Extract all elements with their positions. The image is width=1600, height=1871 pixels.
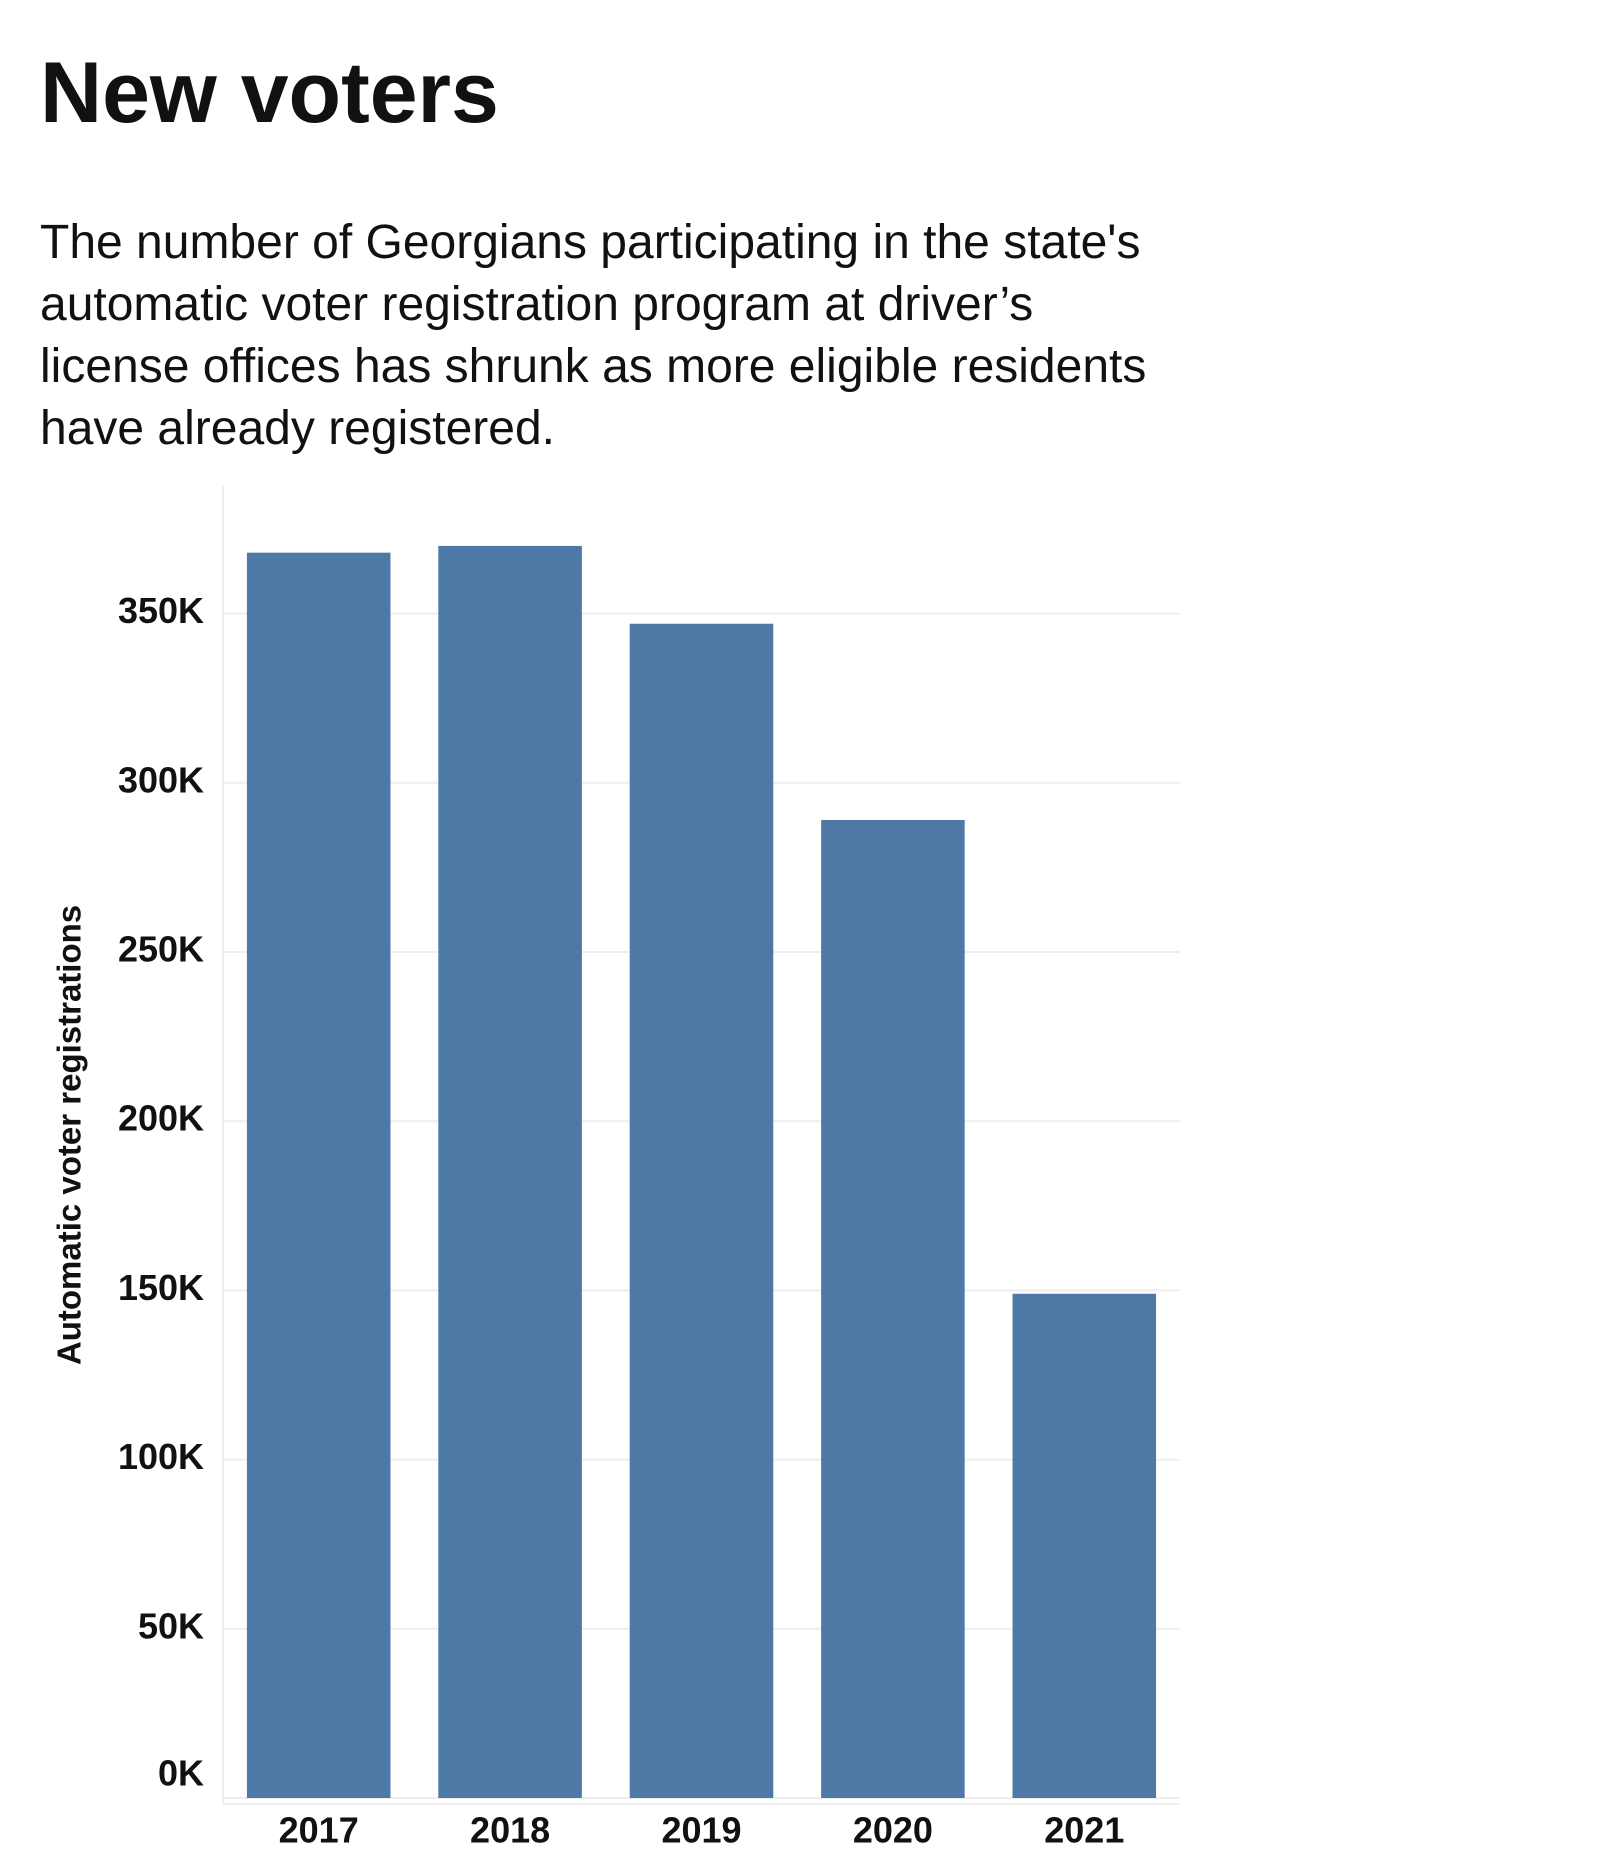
x-tick-label: 2019 (661, 1810, 741, 1851)
x-tick-label: 2020 (853, 1810, 933, 1851)
y-tick-label: 200K (118, 1098, 204, 1139)
y-tick-label: 0K (158, 1753, 204, 1794)
chart-subtitle: The number of Georgians participating in… (40, 216, 1147, 455)
y-axis-title: Automatic voter registrations (51, 905, 88, 1365)
y-tick-label: 100K (118, 1436, 204, 1477)
y-tick-label: 250K (118, 929, 204, 970)
bar (629, 623, 774, 1798)
x-tick-label: 2017 (279, 1810, 359, 1851)
x-tick-label: 2021 (1044, 1810, 1124, 1851)
bar (438, 545, 582, 1798)
bar (821, 820, 965, 1798)
bar (246, 552, 391, 1798)
x-tick-label: 2018 (470, 1810, 550, 1851)
y-tick-label: 150K (118, 1267, 204, 1308)
y-tick-label: 300K (118, 759, 204, 800)
chart-title: New voters (40, 45, 499, 141)
y-tick-label: 350K (118, 590, 204, 631)
y-tick-label: 50K (138, 1605, 204, 1646)
bar (1012, 1293, 1157, 1798)
